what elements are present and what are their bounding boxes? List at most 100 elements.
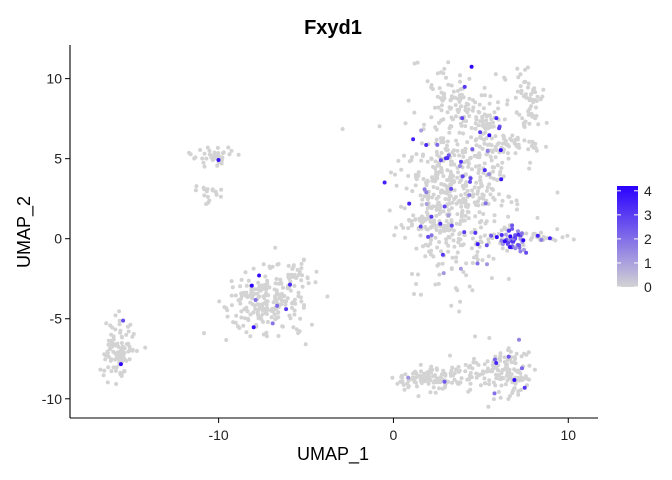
data-point: [398, 379, 403, 384]
data-point: [299, 278, 304, 283]
data-point: [402, 206, 407, 211]
data-point: [301, 257, 306, 262]
y-axis-label: UMAP_2: [14, 196, 35, 268]
data-point: [309, 322, 314, 327]
data-point: [121, 318, 126, 323]
data-point: [442, 66, 447, 71]
data-point: [527, 121, 532, 126]
data-point: [515, 202, 520, 207]
data-point: [465, 205, 470, 209]
data-point: [428, 219, 433, 224]
data-point: [523, 79, 528, 84]
data-point: [409, 223, 414, 228]
data-point: [525, 376, 529, 381]
data-point: [455, 107, 460, 112]
data-point: [204, 156, 209, 161]
data-point: [273, 245, 278, 250]
data-point: [417, 373, 422, 378]
data-point: [477, 151, 482, 156]
data-point: [485, 113, 490, 118]
data-point: [474, 360, 479, 365]
data-point: [198, 148, 203, 152]
data-point: [512, 378, 517, 382]
data-point: [532, 367, 537, 372]
data-point: [300, 284, 305, 289]
data-point: [111, 365, 116, 370]
data-point: [297, 329, 302, 334]
data-point: [430, 367, 435, 372]
data-point: [300, 273, 305, 278]
data-point: [256, 316, 261, 321]
data-point: [448, 159, 453, 164]
data-point: [526, 81, 531, 86]
data-point: [455, 175, 460, 180]
data-point: [455, 250, 460, 255]
data-point: [340, 127, 345, 131]
data-point: [272, 287, 277, 292]
data-point: [464, 273, 469, 278]
data-point: [491, 256, 496, 261]
data-point: [229, 293, 234, 298]
data-point: [436, 105, 441, 110]
data-point: [434, 228, 439, 232]
data-point: [448, 106, 453, 111]
data-point: [493, 357, 497, 362]
data-point: [469, 64, 474, 69]
data-point: [494, 148, 499, 152]
data-point: [445, 139, 450, 144]
data-point: [481, 369, 485, 374]
data-point: [205, 187, 210, 192]
data-point: [423, 375, 428, 380]
data-point: [443, 197, 448, 201]
data-point: [425, 206, 430, 211]
data-point: [467, 156, 472, 161]
data-point: [496, 389, 501, 394]
data-point: [444, 240, 449, 245]
data-point: [205, 145, 210, 150]
data-point: [416, 170, 421, 175]
data-point: [113, 357, 118, 362]
data-point: [514, 207, 519, 212]
data-point: [269, 315, 274, 320]
data-point: [535, 94, 540, 99]
data-point: [202, 331, 206, 336]
data-point: [420, 197, 425, 202]
data-point: [249, 283, 254, 288]
data-point: [414, 175, 419, 180]
data-point: [493, 354, 498, 359]
data-point: [423, 254, 428, 259]
data-point: [483, 221, 488, 226]
data-point: [478, 178, 482, 183]
data-point: [460, 243, 465, 248]
data-point: [445, 143, 449, 148]
data-point: [494, 235, 499, 240]
data-point: [485, 121, 490, 126]
data-point: [490, 367, 495, 372]
data-point: [114, 382, 119, 386]
data-point: [522, 138, 527, 143]
data-point: [463, 362, 468, 367]
data-point: [527, 107, 532, 112]
data-point: [524, 95, 529, 100]
data-point: [382, 180, 387, 185]
data-point: [249, 289, 254, 294]
data-point: [243, 293, 248, 298]
data-point: [460, 174, 465, 179]
data-point: [473, 334, 477, 339]
data-point: [480, 258, 485, 263]
data-point: [474, 180, 479, 185]
data-point: [488, 154, 493, 159]
data-point: [449, 182, 454, 187]
data-point: [425, 178, 430, 183]
data-point: [437, 206, 442, 211]
data-point: [292, 312, 297, 317]
data-point: [270, 264, 275, 269]
data-point: [396, 158, 401, 163]
data-point: [263, 332, 268, 337]
data-point: [560, 235, 565, 240]
data-point: [238, 284, 243, 289]
data-point: [515, 66, 520, 71]
data-point: [454, 114, 458, 119]
data-point: [429, 214, 434, 219]
data-point: [441, 174, 446, 179]
